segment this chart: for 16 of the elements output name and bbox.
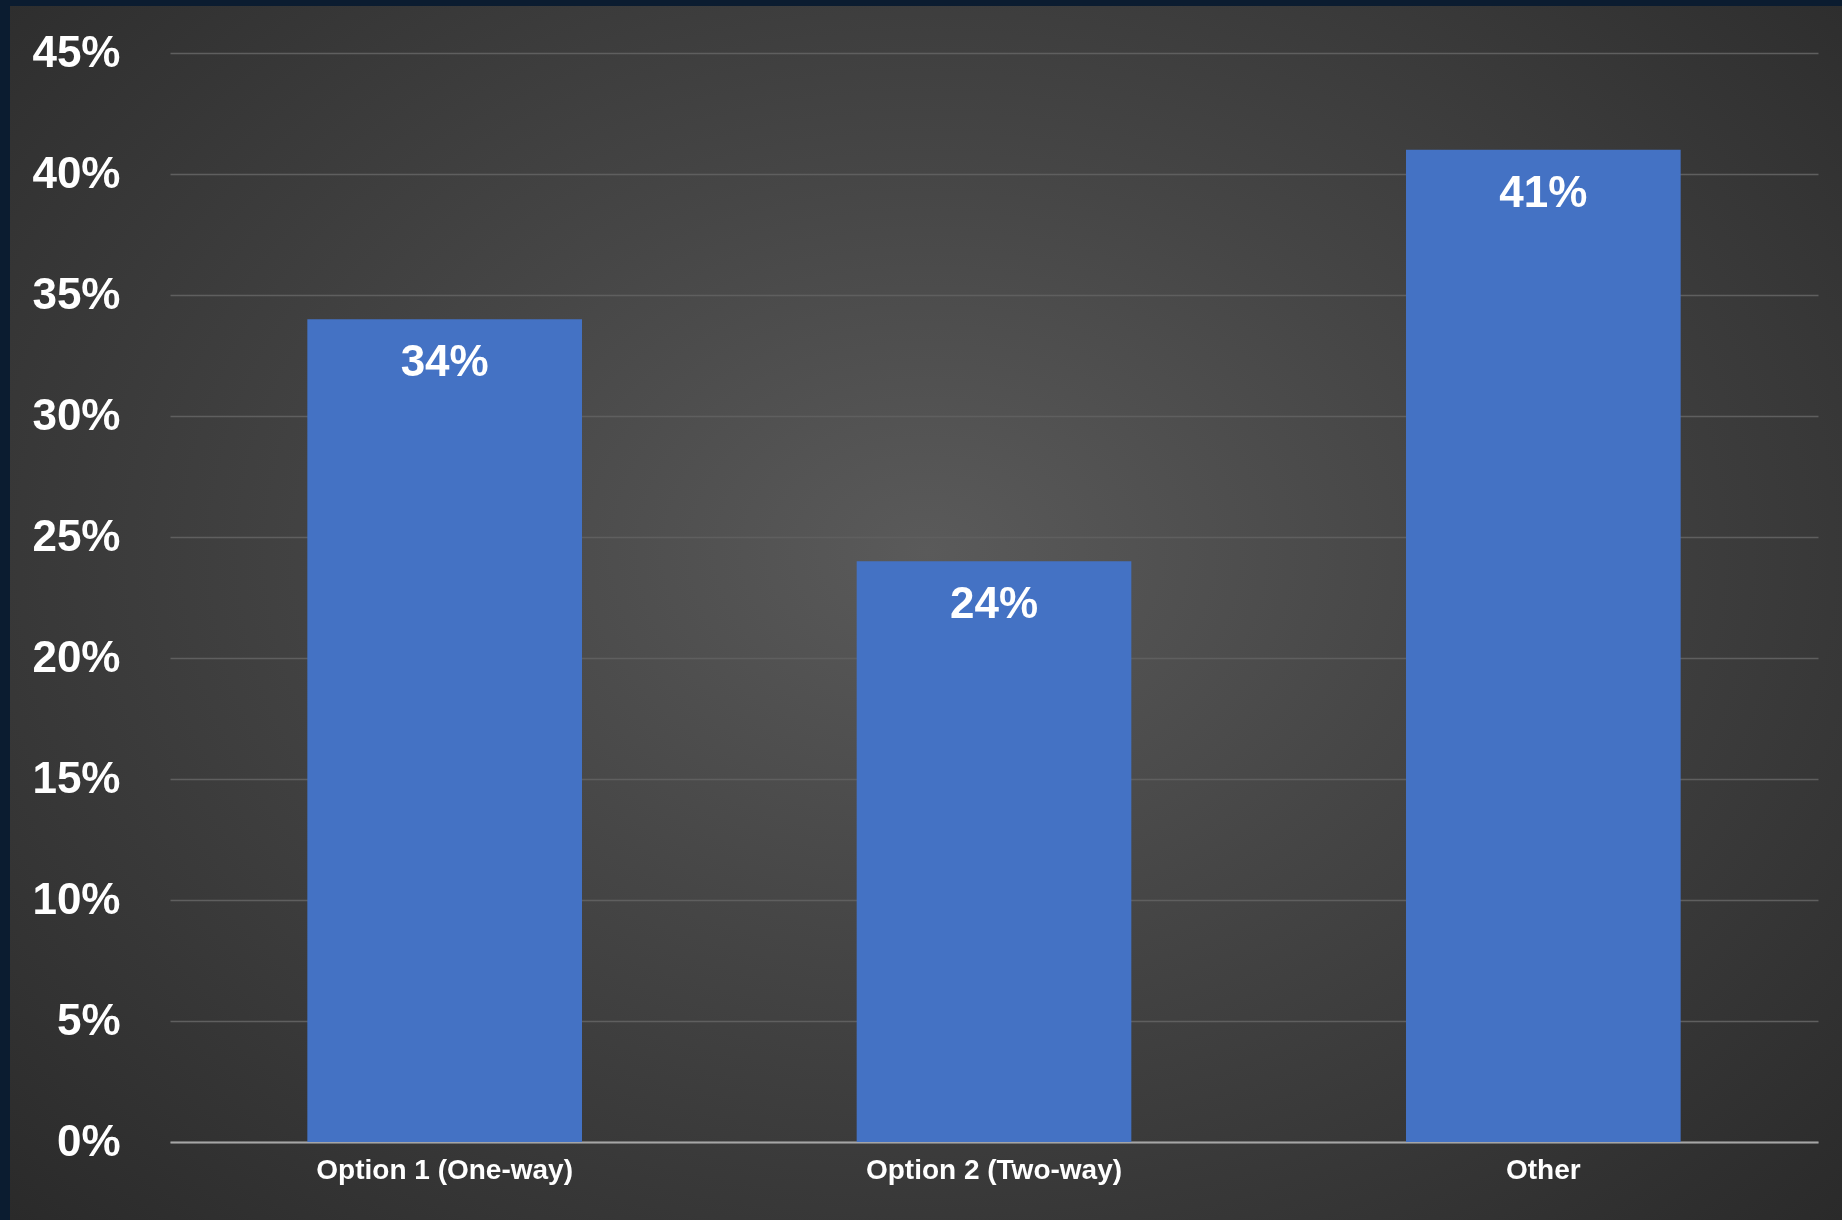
- y-tick-label: 15%: [32, 752, 121, 802]
- x-tick-label: Option 1 (One-way): [316, 1153, 574, 1185]
- y-tick-label: 35%: [32, 268, 121, 318]
- y-tick-label: 20%: [32, 631, 121, 681]
- x-tick-label: Option 2 (Two-way): [865, 1153, 1123, 1185]
- x-tick-label: Other: [1505, 1153, 1581, 1185]
- y-tick-label: 30%: [32, 389, 121, 439]
- y-tick-label: 0%: [56, 1115, 121, 1165]
- y-tick-label: 45%: [32, 26, 121, 76]
- data-label: 41%: [1499, 166, 1588, 216]
- y-tick-label: 25%: [32, 510, 121, 560]
- y-tick-label: 5%: [56, 994, 121, 1044]
- data-label: 24%: [949, 578, 1039, 628]
- data-label: 34%: [400, 336, 489, 386]
- y-tick-label: 10%: [32, 873, 121, 923]
- y-tick-label: 40%: [32, 147, 121, 197]
